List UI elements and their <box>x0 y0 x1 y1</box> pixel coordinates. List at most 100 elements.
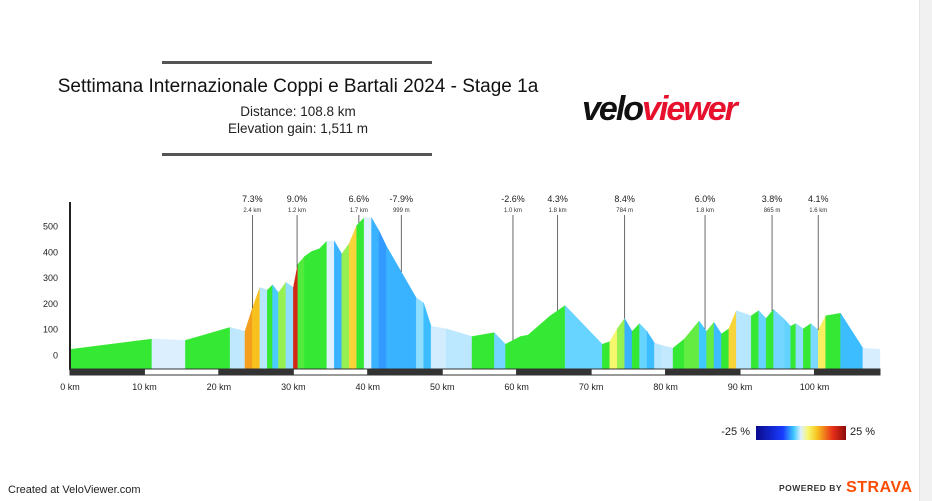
x-tick-label: 80 km <box>653 382 678 392</box>
axes <box>69 202 881 376</box>
climb-grade-label: 4.3% <box>547 194 568 204</box>
distance-scale-segment <box>739 368 815 376</box>
logo-part-velo: velo <box>582 90 644 128</box>
climb-length-label: 865 m <box>764 208 781 214</box>
legend-min-label: -25 % <box>721 426 750 438</box>
chart-title: Settimana Internazionale Coppi e Bartali… <box>57 76 539 97</box>
profile-segment <box>334 240 342 371</box>
profile-segment <box>415 297 424 371</box>
page-scrollbar[interactable] <box>919 0 932 501</box>
title-bottom-rule <box>162 153 432 156</box>
powered-by-strava[interactable]: POWERED BY STRAVA <box>779 479 913 497</box>
profile-segment <box>672 338 685 371</box>
profile-segment <box>790 323 797 371</box>
elevation-gain-label: Elevation gain: 1,511 m <box>227 121 369 136</box>
profile-segment <box>393 258 402 371</box>
profile-segment <box>784 319 791 371</box>
legend-max-label: 25 % <box>850 426 876 438</box>
climb-length-label: 1.8 km <box>549 208 567 214</box>
profile-segment <box>348 225 357 371</box>
climb-length-label: 1.8 km <box>696 208 714 214</box>
profile-segment <box>408 284 417 371</box>
profile-segment <box>713 321 722 371</box>
x-tick-label: 60 km <box>504 382 529 392</box>
climb-length-label: 1.6 km <box>809 208 827 214</box>
x-tick-label: 20 km <box>207 382 232 392</box>
climb-grade-label: 4.1% <box>808 194 829 204</box>
x-tick-label: 70 km <box>579 382 604 392</box>
climb-grade-label: 8.4% <box>614 194 635 204</box>
profile-segment <box>185 327 231 371</box>
profile-segment <box>609 327 618 371</box>
profile-segment <box>736 310 752 371</box>
profile-segment <box>69 338 153 371</box>
profile-segment <box>401 271 409 371</box>
profile-segment <box>363 217 372 371</box>
y-tick-label: 100 <box>43 325 58 335</box>
distance-scale-segment <box>813 368 881 376</box>
y-tick-label: 300 <box>43 273 58 283</box>
elevation-profile-chart: 0 100 200 300 400 500 0 km 10 km 20 km 30 km 40 km… <box>43 194 881 392</box>
x-tick-label: 90 km <box>728 382 753 392</box>
climb-length-label: 1.2 km <box>288 208 306 214</box>
profile-segment <box>631 323 640 371</box>
profile-segment <box>151 338 186 371</box>
profile-segment <box>684 320 700 371</box>
strava-logo: STRAVA <box>846 479 913 496</box>
distance-scale-segment <box>441 368 518 376</box>
profile-segment <box>840 312 864 371</box>
x-tick-label: 30 km <box>281 382 306 392</box>
y-tick-label: 400 <box>43 247 58 257</box>
profile-segment <box>579 320 603 371</box>
profile-segment <box>512 336 521 371</box>
climb-grade-label: -7.9% <box>390 194 414 204</box>
climb-grade-label: 6.0% <box>695 194 716 204</box>
profile-segment <box>810 323 819 371</box>
distance-scale-segment <box>69 368 145 376</box>
profile-segment <box>229 327 246 371</box>
profile-segment <box>564 304 581 371</box>
profile-segment <box>272 284 279 371</box>
distance-scale-segment <box>218 368 294 376</box>
climb-grade-label: 6.6% <box>349 194 370 204</box>
climb-grade-label: 3.8% <box>762 194 783 204</box>
profile-segment <box>356 217 365 371</box>
profile-segment <box>494 332 506 371</box>
climb-length-label: 1.0 km <box>504 208 522 214</box>
created-at-footer[interactable]: Created at VeloViewer.com <box>8 484 141 496</box>
climb-grade-label: -2.6% <box>501 194 525 204</box>
profile-segment <box>706 321 715 371</box>
profile-segment <box>378 230 387 371</box>
profile-segment <box>862 347 881 371</box>
profile-segment <box>602 341 610 371</box>
profile-segment <box>297 255 305 371</box>
profile-segment <box>423 302 432 371</box>
distance-label: Distance: 108.8 km <box>240 104 356 119</box>
distance-scale-segment <box>516 368 592 376</box>
profile-segments <box>69 216 881 371</box>
distance-scale-segment <box>143 368 220 376</box>
profile-segment <box>244 308 253 371</box>
profile-segment <box>646 330 655 371</box>
profile-segment <box>304 250 313 371</box>
profile-segment <box>505 339 514 371</box>
profile-segment <box>293 264 299 371</box>
profile-segment <box>430 325 447 371</box>
profile-segment <box>795 323 804 371</box>
profile-segment <box>758 310 767 371</box>
distance-scale-segment <box>590 368 667 376</box>
profile-segment <box>520 334 529 371</box>
profile-segment <box>267 284 273 371</box>
profile-segment <box>751 310 759 371</box>
x-tick-label: 0 km <box>60 382 80 392</box>
profile-segment <box>319 240 328 371</box>
title-top-rule <box>162 61 432 64</box>
x-tick-label: 100 km <box>800 382 830 392</box>
profile-segment <box>639 323 648 371</box>
climb-grade-label: 9.0% <box>287 194 308 204</box>
powered-by-label: POWERED BY <box>779 483 843 493</box>
profile-segment <box>278 281 287 371</box>
profile-segment <box>252 287 261 371</box>
profile-segment <box>773 308 785 371</box>
profile-segment <box>471 332 495 371</box>
